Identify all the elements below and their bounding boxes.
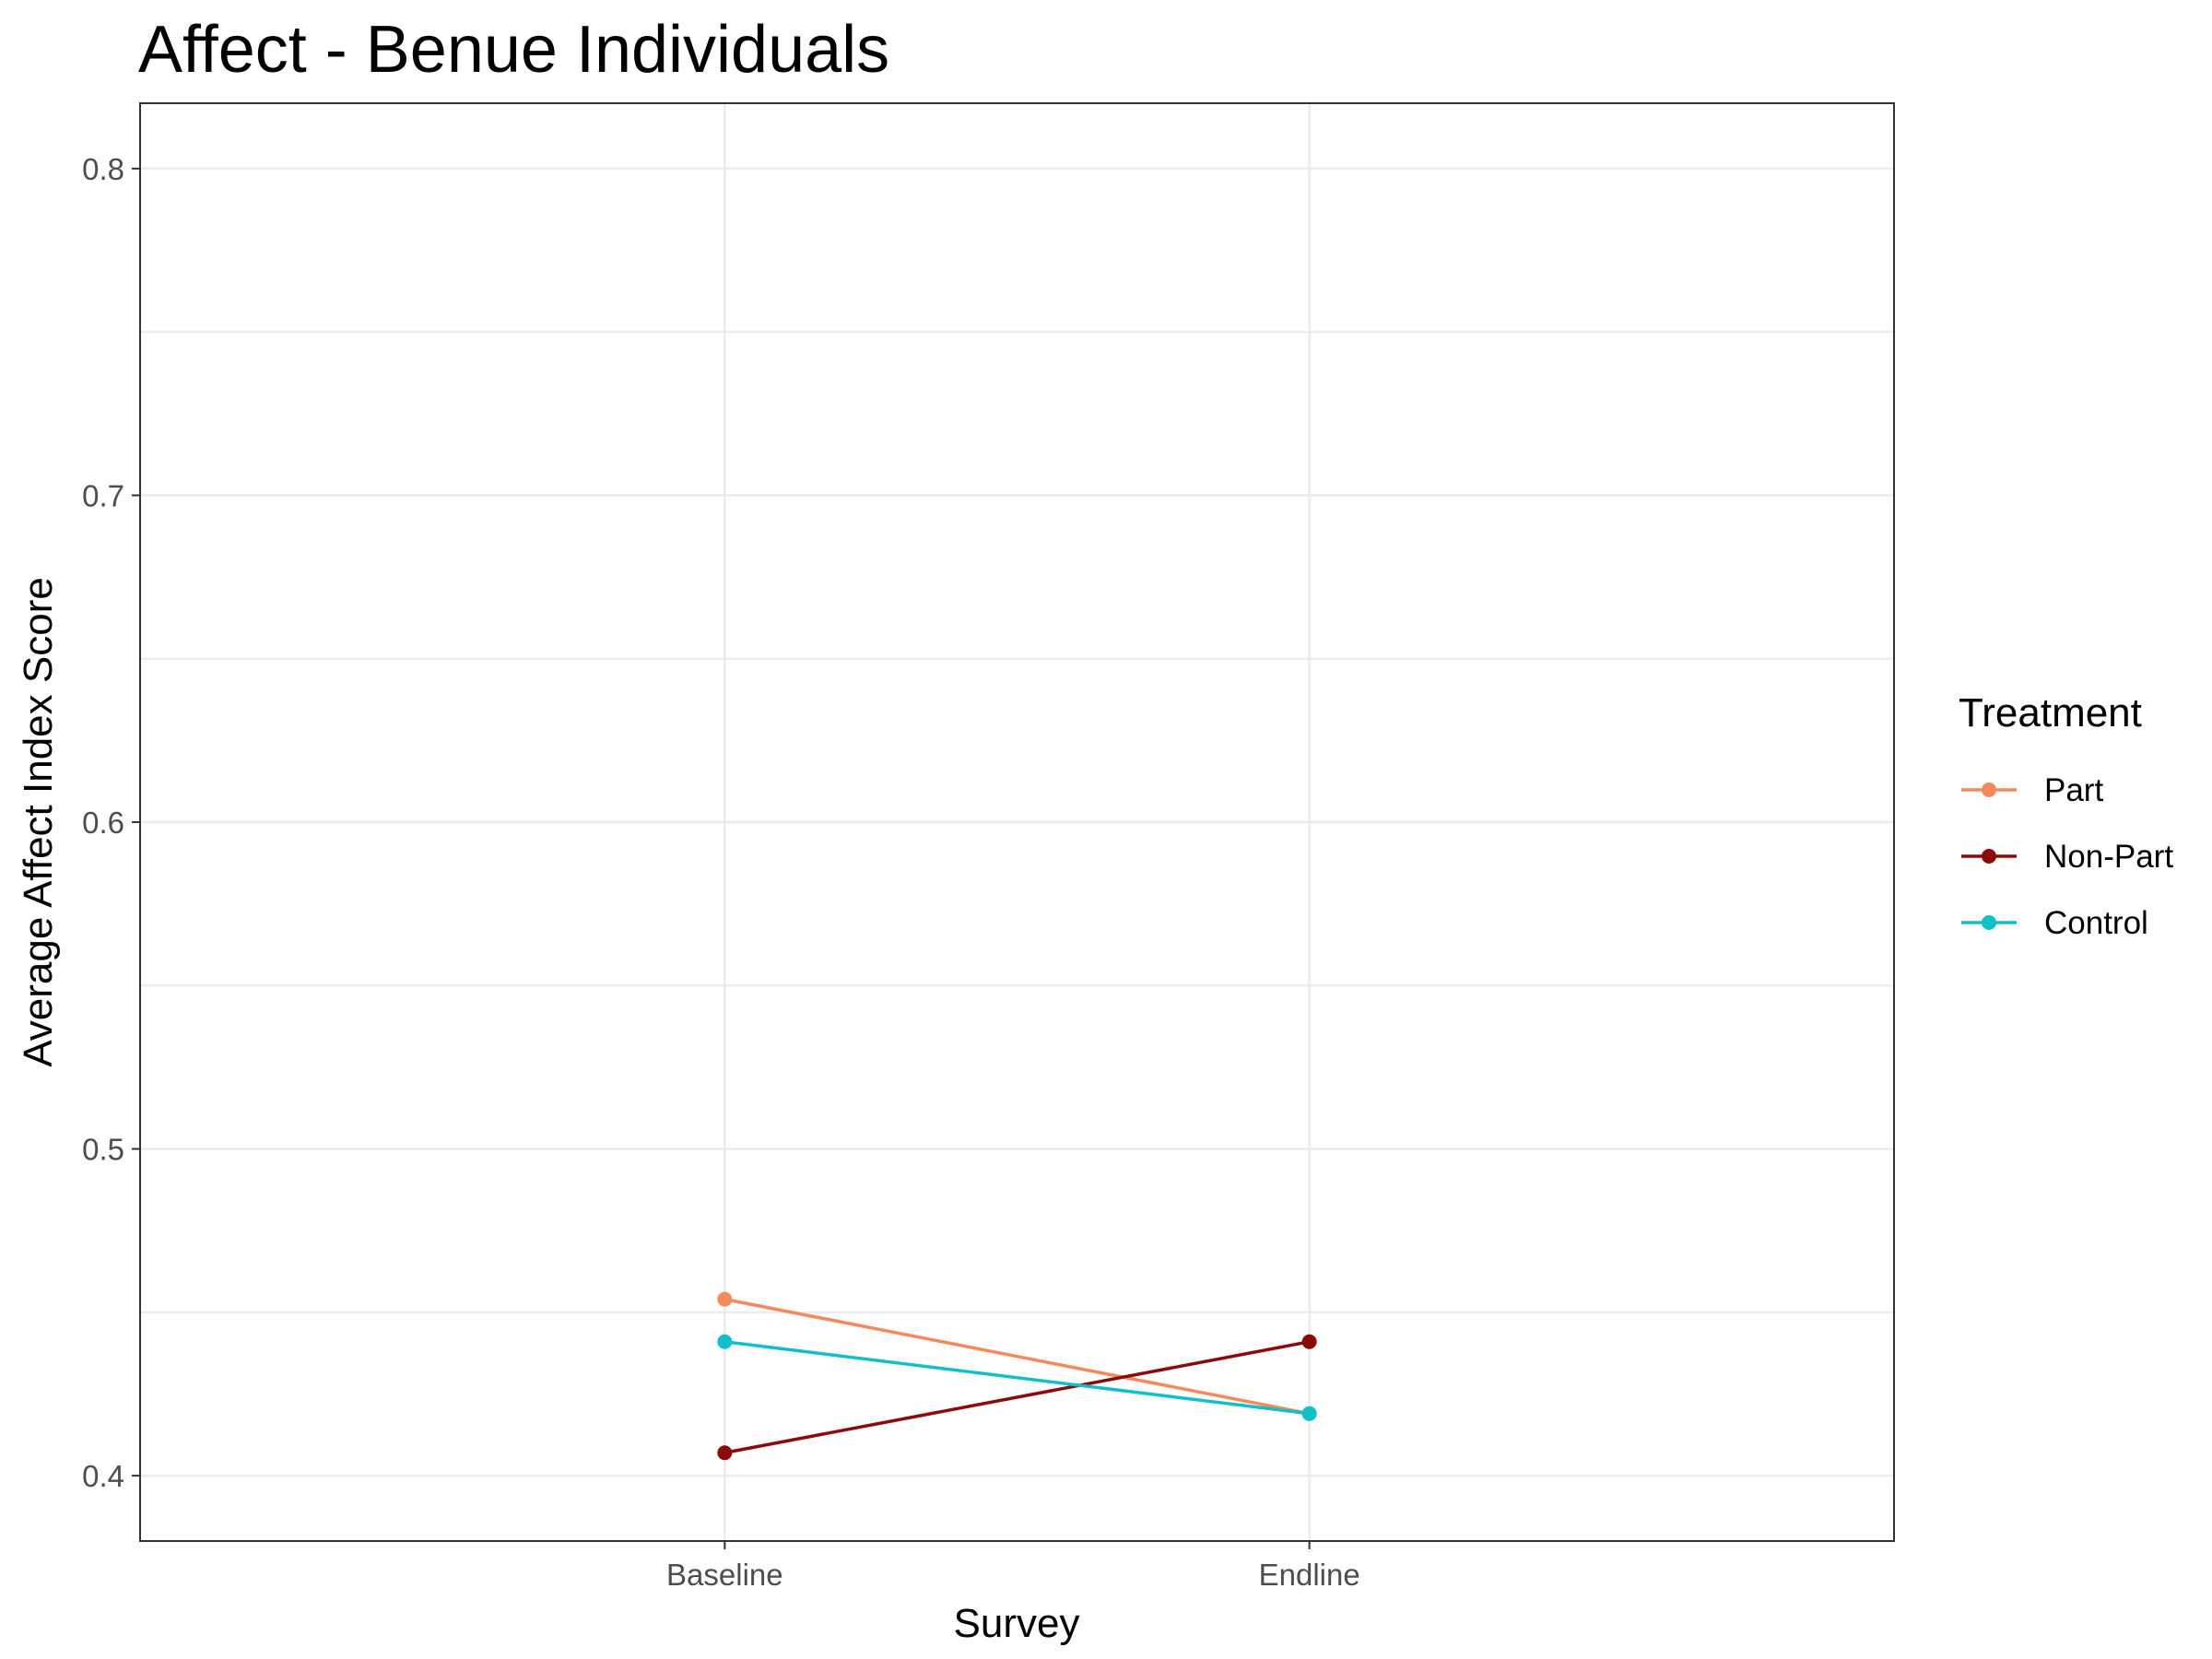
legend-label-non-part: Non-Part [2044,839,2173,875]
y-axis-title: Average Affect Index Score [16,577,61,1067]
series-layer [717,1291,1317,1461]
y-axis: 0.4 0.5 0.6 0.7 0.8 [82,152,140,1493]
series-line-control [724,1339,1310,1416]
y-tick-label: 0.6 [82,806,124,840]
data-point-non-part [1301,1334,1317,1349]
legend-title: Treatment [1959,690,2142,735]
legend-label-part: Part [2044,772,2103,808]
x-tick-label: Baseline [666,1558,783,1592]
x-axis-title: Survey [954,1601,1080,1646]
data-point-control [717,1334,733,1349]
y-tick-label: 0.4 [82,1459,124,1493]
data-point-non-part [717,1445,733,1461]
data-point-part [717,1291,733,1307]
y-tick-label: 0.5 [82,1133,124,1167]
y-tick-label: 0.7 [82,478,124,512]
x-axis: Baseline Endline [666,1541,1360,1592]
legend: Treatment Part Non-Part Control [1959,690,2173,941]
gridlines [140,103,1894,1541]
data-point-control [1301,1406,1317,1421]
legend-key-point-part [1982,782,1996,797]
series-line-non-part [724,1340,1310,1454]
legend-key-point-control [1982,915,1996,930]
series-line-part [724,1297,1311,1416]
legend-key-point-non-part [1982,849,1996,864]
y-tick-label: 0.8 [82,152,124,186]
x-tick-label: Endline [1259,1558,1360,1592]
legend-label-control: Control [2044,905,2148,941]
chart-title: Affect - Benue Individuals [138,13,889,87]
